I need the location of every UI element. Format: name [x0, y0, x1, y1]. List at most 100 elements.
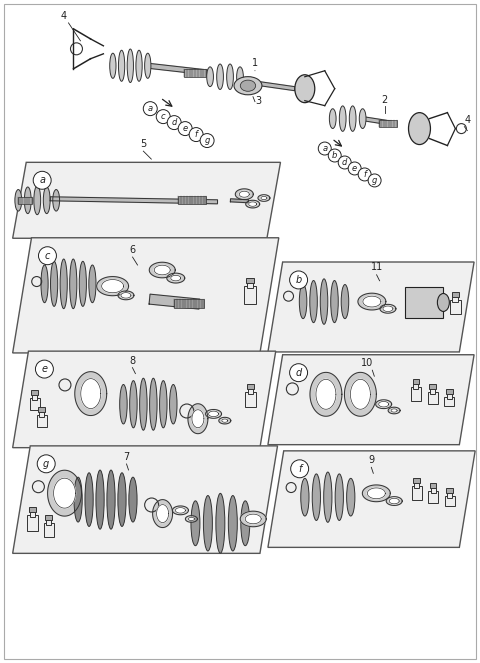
Ellipse shape	[216, 493, 225, 553]
Bar	[175, 298, 204, 308]
Polygon shape	[75, 372, 107, 416]
Text: 11: 11	[371, 262, 383, 272]
Ellipse shape	[169, 385, 177, 424]
Polygon shape	[362, 485, 390, 502]
Polygon shape	[386, 497, 402, 505]
Polygon shape	[362, 117, 395, 125]
Bar	[32, 394, 37, 400]
Ellipse shape	[301, 478, 309, 516]
Ellipse shape	[107, 470, 115, 529]
Bar	[18, 197, 32, 204]
Text: c: c	[45, 251, 50, 261]
Ellipse shape	[437, 294, 449, 312]
Polygon shape	[345, 373, 376, 416]
Circle shape	[200, 133, 214, 148]
Polygon shape	[12, 162, 280, 238]
Circle shape	[167, 115, 181, 129]
Ellipse shape	[228, 495, 237, 551]
Bar	[428, 491, 438, 503]
Polygon shape	[156, 505, 168, 522]
Text: f: f	[363, 170, 366, 179]
Circle shape	[189, 127, 203, 142]
Polygon shape	[153, 500, 173, 528]
Text: f: f	[194, 130, 198, 139]
Circle shape	[33, 171, 51, 189]
Text: 5: 5	[140, 139, 146, 149]
Ellipse shape	[74, 477, 82, 522]
Text: d: d	[171, 118, 177, 127]
Bar	[246, 278, 253, 283]
Bar	[30, 398, 39, 410]
Ellipse shape	[329, 109, 336, 129]
Bar	[38, 406, 45, 412]
Bar	[46, 518, 51, 524]
Polygon shape	[261, 196, 267, 200]
Ellipse shape	[119, 50, 125, 82]
Ellipse shape	[204, 495, 212, 551]
Polygon shape	[383, 306, 393, 312]
Text: a: a	[39, 175, 45, 185]
Polygon shape	[48, 470, 82, 516]
Ellipse shape	[53, 190, 60, 211]
Ellipse shape	[241, 501, 250, 546]
Text: 7: 7	[123, 452, 130, 462]
Text: 3: 3	[255, 95, 261, 105]
Ellipse shape	[240, 80, 256, 91]
Circle shape	[178, 121, 192, 135]
Text: 4: 4	[60, 11, 67, 21]
Polygon shape	[310, 373, 342, 416]
Circle shape	[37, 455, 55, 473]
Bar	[414, 483, 419, 489]
Bar	[447, 392, 452, 398]
Ellipse shape	[310, 280, 317, 323]
Polygon shape	[188, 517, 194, 520]
Polygon shape	[12, 238, 279, 353]
Polygon shape	[316, 379, 336, 409]
Polygon shape	[205, 410, 221, 418]
Bar	[452, 292, 459, 297]
Polygon shape	[219, 417, 231, 424]
Polygon shape	[171, 275, 181, 281]
Polygon shape	[12, 446, 277, 554]
Text: b: b	[332, 151, 337, 160]
Ellipse shape	[216, 64, 223, 90]
Ellipse shape	[312, 474, 321, 520]
Polygon shape	[102, 280, 123, 293]
Text: 1: 1	[252, 58, 258, 68]
Text: e: e	[182, 124, 188, 133]
Ellipse shape	[159, 381, 167, 428]
Ellipse shape	[295, 75, 315, 103]
Ellipse shape	[60, 259, 67, 309]
Circle shape	[328, 149, 341, 162]
Polygon shape	[268, 355, 474, 445]
Ellipse shape	[120, 385, 127, 424]
Text: e: e	[352, 164, 357, 173]
Text: 8: 8	[129, 355, 135, 365]
Polygon shape	[96, 276, 129, 296]
Ellipse shape	[43, 187, 50, 213]
Text: 6: 6	[130, 245, 135, 255]
Bar	[45, 514, 52, 520]
Ellipse shape	[144, 53, 151, 78]
Bar	[406, 286, 444, 318]
Polygon shape	[258, 195, 270, 202]
Ellipse shape	[136, 50, 142, 82]
Text: 10: 10	[361, 358, 373, 368]
Ellipse shape	[191, 501, 200, 546]
Ellipse shape	[96, 470, 104, 529]
Bar	[31, 391, 38, 395]
Polygon shape	[249, 202, 257, 206]
Circle shape	[289, 364, 308, 382]
Text: b: b	[296, 275, 302, 285]
Polygon shape	[235, 189, 253, 200]
Polygon shape	[389, 499, 399, 504]
Text: a: a	[148, 104, 153, 113]
Ellipse shape	[300, 284, 307, 319]
Text: g: g	[372, 176, 377, 185]
Polygon shape	[268, 262, 474, 352]
Bar	[446, 389, 453, 394]
Polygon shape	[149, 294, 200, 309]
Polygon shape	[380, 304, 396, 313]
Text: e: e	[41, 364, 48, 374]
Ellipse shape	[70, 259, 77, 309]
